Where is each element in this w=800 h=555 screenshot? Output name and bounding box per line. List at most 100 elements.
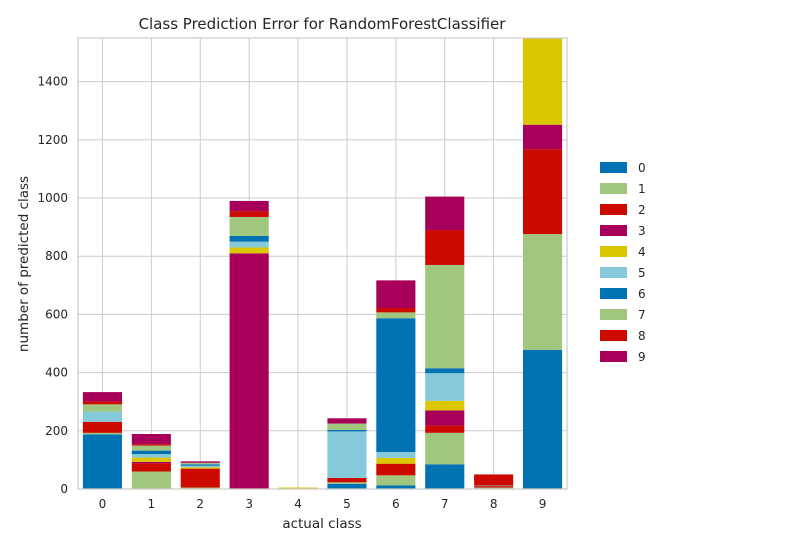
bar-segment <box>376 457 416 464</box>
y-tick-label: 200 <box>45 424 68 438</box>
bar-segment <box>522 234 563 350</box>
bar-segment <box>522 38 563 125</box>
bar-segment <box>82 411 123 422</box>
bar-segment <box>376 308 416 313</box>
bar-segment <box>425 400 465 411</box>
ticks-layer: 0 200 400 600 800 1000 1200 1400 0 1 2 3 4 5 6 7 8 9 <box>37 75 546 511</box>
bar-segment <box>82 434 123 489</box>
bar-segment <box>474 485 514 487</box>
y-axis-label: number of predicted class <box>16 176 32 352</box>
bar-segment <box>131 444 171 446</box>
bar-segment <box>229 200 269 212</box>
legend-label: 9 <box>638 350 646 364</box>
y-tick-label: 800 <box>45 249 68 263</box>
legend-swatch <box>600 288 627 299</box>
bar-segment <box>425 264 465 369</box>
bar-segment <box>229 216 269 236</box>
bar-segment <box>180 462 220 465</box>
bar-segment <box>229 253 269 489</box>
bar-segment <box>425 230 465 265</box>
x-tick-label: 9 <box>539 497 547 511</box>
legend: 0 1 2 3 4 5 6 7 8 9 <box>600 161 646 364</box>
bar-segment <box>327 418 367 424</box>
bar-segment <box>131 457 171 462</box>
bar-segment <box>425 425 465 433</box>
plot-frame <box>77 37 568 490</box>
bar-segment <box>180 468 220 488</box>
x-tick-label: 8 <box>490 497 498 511</box>
bar-segment <box>376 452 416 458</box>
legend-label: 1 <box>638 182 646 196</box>
grid-layer <box>78 38 567 490</box>
bar-segment <box>425 373 465 401</box>
bar-segment <box>522 349 563 489</box>
legend-swatch <box>600 246 627 257</box>
bar-segment <box>131 454 171 458</box>
bar-segment <box>376 485 416 489</box>
y-tick-label: 1200 <box>37 133 68 147</box>
x-tick-label: 2 <box>196 497 204 511</box>
bar-segment <box>131 471 171 489</box>
legend-label: 6 <box>638 287 646 301</box>
bar-segment <box>327 431 367 478</box>
legend-label: 2 <box>638 203 646 217</box>
bar-segment <box>180 461 220 463</box>
bar-segment <box>327 483 367 489</box>
bar-segment <box>180 487 220 489</box>
bar-segment <box>327 423 367 430</box>
bar-segment <box>229 235 269 242</box>
bar-segment <box>425 432 465 465</box>
bar-segment <box>131 450 171 455</box>
legend-swatch <box>600 225 627 236</box>
bar-segment <box>327 429 367 432</box>
legend-swatch <box>600 351 627 362</box>
bar-segment <box>376 312 416 319</box>
y-tick-label: 1400 <box>37 75 68 89</box>
bar-segment <box>82 404 123 412</box>
x-tick-label: 1 <box>148 497 156 511</box>
x-tick-label: 5 <box>343 497 351 511</box>
bar-segment <box>376 318 416 453</box>
bar-segment <box>376 280 416 309</box>
bar-segment <box>131 434 171 445</box>
bar-segment <box>131 445 171 451</box>
legend-swatch <box>600 330 627 341</box>
bar-segment <box>425 410 465 426</box>
x-tick-label: 0 <box>99 497 107 511</box>
y-tick-label: 400 <box>45 366 68 380</box>
bar-segment <box>376 463 416 476</box>
legend-swatch <box>600 162 627 173</box>
x-tick-label: 7 <box>441 497 449 511</box>
bar-segment <box>474 474 514 486</box>
legend-label: 7 <box>638 308 646 322</box>
bar-segment <box>474 487 514 489</box>
y-tick-label: 0 <box>60 482 68 496</box>
bar-segment <box>474 486 514 488</box>
bar-segment <box>180 464 220 466</box>
bar-segment <box>131 463 171 472</box>
bar-segment <box>425 368 465 374</box>
bars-layer <box>82 38 563 489</box>
bar-segment <box>229 211 269 217</box>
bar-segment <box>327 482 367 484</box>
bar-segment <box>82 432 123 435</box>
legend-label: 4 <box>638 245 646 259</box>
x-tick-label: 4 <box>294 497 302 511</box>
legend-label: 5 <box>638 266 646 280</box>
legend-label: 3 <box>638 224 646 238</box>
legend-swatch <box>600 183 627 194</box>
x-axis-label: actual class <box>282 516 361 532</box>
legend-swatch <box>600 204 627 215</box>
bar-segment <box>82 401 123 405</box>
chart-title: Class Prediction Error for RandomForestC… <box>139 15 507 33</box>
bar-segment <box>376 475 416 486</box>
bar-segment <box>82 392 123 402</box>
bar-segment <box>278 487 318 489</box>
bar-segment <box>229 241 269 248</box>
bar-segment <box>425 464 465 489</box>
x-tick-label: 3 <box>245 497 253 511</box>
x-tick-label: 6 <box>392 497 400 511</box>
bar-segment <box>131 461 171 464</box>
